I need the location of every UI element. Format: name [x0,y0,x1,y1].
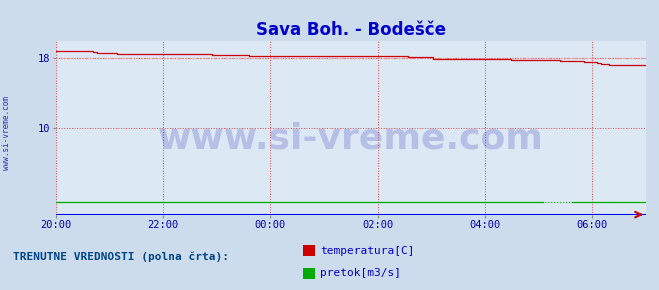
Text: TRENUTNE VREDNOSTI (polna črta):: TRENUTNE VREDNOSTI (polna črta): [13,251,229,262]
Text: www.si-vreme.com: www.si-vreme.com [158,121,544,155]
Title: Sava Boh. - Bodešče: Sava Boh. - Bodešče [256,21,446,39]
Text: www.si-vreme.com: www.si-vreme.com [2,96,11,171]
Text: temperatura[C]: temperatura[C] [320,246,415,256]
Text: pretok[m3/s]: pretok[m3/s] [320,268,401,278]
